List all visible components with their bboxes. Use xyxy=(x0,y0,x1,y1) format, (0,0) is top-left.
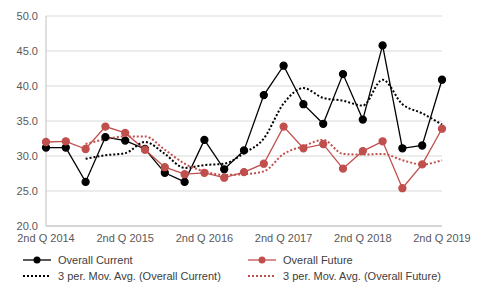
html-text:3 per. Mov. Avg. (Overall Futu: 3 per. Mov. Avg. (Overall Future) xyxy=(283,270,441,282)
svg-text:2nd Q 2017: 2nd Q 2017 xyxy=(255,232,313,244)
html-text:Overall Current: Overall Current xyxy=(58,254,133,266)
svg-text:2nd Q 2014: 2nd Q 2014 xyxy=(17,232,75,244)
html-text:Overall Future: Overall Future xyxy=(283,254,353,266)
svg-text:2nd Q 2019: 2nd Q 2019 xyxy=(413,232,471,244)
svg-text:2nd Q 2015: 2nd Q 2015 xyxy=(96,232,154,244)
svg-text:2nd Q 2016: 2nd Q 2016 xyxy=(176,232,234,244)
svg-text:50.0: 50.0 xyxy=(17,10,38,22)
svg-text:30.0: 30.0 xyxy=(17,150,38,162)
html-text:3 per. Mov. Avg. (Overall Curr: 3 per. Mov. Avg. (Overall Current) xyxy=(58,270,221,282)
svg-text:40.0: 40.0 xyxy=(17,80,38,92)
svg-text:2nd Q 2018: 2nd Q 2018 xyxy=(334,232,392,244)
svg-text:25.0: 25.0 xyxy=(17,185,38,197)
svg-text:35.0: 35.0 xyxy=(17,115,38,127)
svg-text:45.0: 45.0 xyxy=(17,45,38,57)
svg-text:20.0: 20.0 xyxy=(17,220,38,232)
